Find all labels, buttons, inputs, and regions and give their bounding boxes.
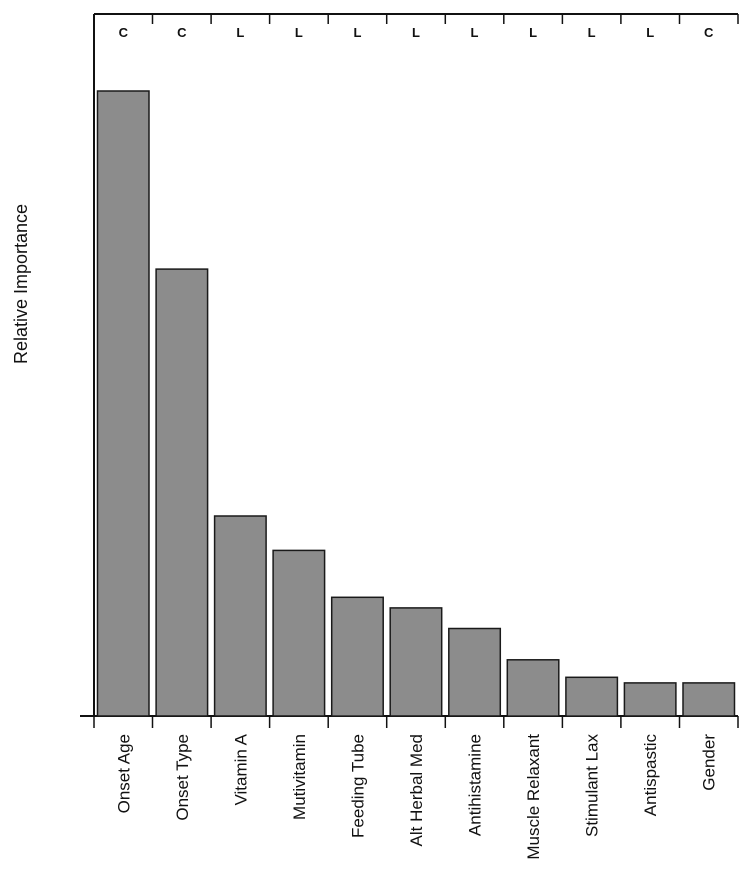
top-marker: L — [646, 25, 654, 40]
top-marker: L — [529, 25, 537, 40]
top-marker: L — [295, 25, 303, 40]
x-tick-label: Alt Herbal Med — [407, 734, 426, 846]
top-marker: L — [412, 25, 420, 40]
x-axis-tick-labels: Onset Age Onset Type Vitamin A Mutivitamin F… — [114, 733, 718, 859]
bar-10 — [682, 682, 736, 717]
top-axis-ticks — [151, 14, 739, 24]
bar-4 — [330, 596, 384, 717]
bar-5 — [389, 607, 443, 717]
x-tick-label: Onset Type — [173, 734, 192, 821]
top-marker: C — [177, 25, 187, 40]
x-tick-label: Feeding Tube — [349, 734, 368, 838]
y-axis-label: Relative Importance — [11, 204, 31, 364]
top-marker: C — [119, 25, 129, 40]
bar-8 — [565, 676, 619, 717]
bars — [96, 90, 736, 717]
top-marker: L — [471, 25, 479, 40]
x-tick-label: Antihistamine — [466, 734, 485, 836]
x-tick-label: Gender — [700, 734, 719, 791]
bar-2 — [213, 515, 267, 717]
bar-3 — [272, 549, 326, 717]
x-tick-label: Stimulant Lax — [583, 734, 602, 837]
top-marker: C — [704, 25, 714, 40]
bar-1 — [155, 268, 209, 717]
x-tick-label: Muscle Relaxant — [524, 734, 543, 860]
x-axis-ticks — [93, 716, 739, 728]
x-tick-label: Vitamin A — [231, 733, 250, 805]
bar-6 — [448, 627, 502, 717]
bar-0 — [96, 90, 150, 717]
bar-7 — [506, 659, 560, 717]
x-tick-label: Antispastic — [641, 734, 660, 817]
top-marker: L — [588, 25, 596, 40]
x-tick-label: Onset Age — [114, 734, 133, 813]
top-marker: L — [236, 25, 244, 40]
x-tick-label: Mutivitamin — [290, 734, 309, 820]
bar-9 — [623, 682, 677, 717]
top-marker: L — [354, 25, 362, 40]
